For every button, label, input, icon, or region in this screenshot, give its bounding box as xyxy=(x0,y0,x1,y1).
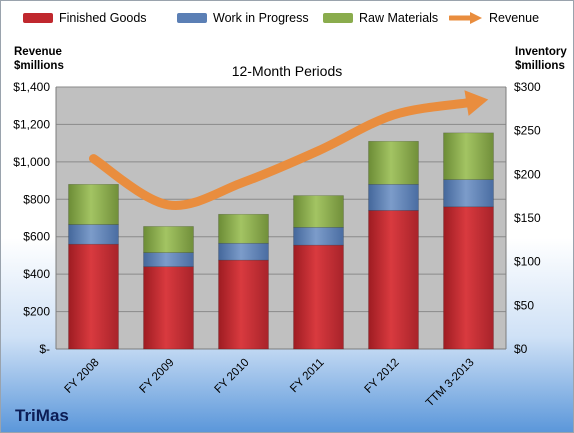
bar-segment-work-in-progress xyxy=(368,184,419,211)
right-axis-label-line1: Inventory xyxy=(515,46,567,58)
right-tick-label: $100 xyxy=(514,255,541,269)
legend-swatch-raw-materials xyxy=(323,13,353,23)
bar-segment-finished-goods xyxy=(293,244,344,350)
bar-segment-raw-materials xyxy=(143,226,194,253)
bar-segment-work-in-progress xyxy=(218,242,269,261)
left-tick-label: $1,400 xyxy=(13,80,50,94)
category-label: FY 2008 xyxy=(63,357,102,396)
bar-segment-finished-goods xyxy=(143,266,194,350)
left-tick-label: $800 xyxy=(23,192,50,206)
bar-segment-raw-materials xyxy=(293,195,344,228)
bar-segment-finished-goods xyxy=(218,259,269,350)
plot-area xyxy=(56,87,506,349)
right-axis-label-line2: $millions xyxy=(515,60,565,72)
legend-item-work-in-progress: Work in Progress xyxy=(177,11,309,25)
bar-segment-work-in-progress xyxy=(293,227,344,246)
chart-title: 12-Month Periods xyxy=(231,63,343,79)
legend-item-finished-goods: Finished Goods xyxy=(23,11,147,25)
revenue-arrowhead xyxy=(464,90,489,116)
category-label: FY 2012 xyxy=(363,357,402,396)
bar-segment-raw-materials xyxy=(368,140,419,185)
legend-label-finished-goods: Finished Goods xyxy=(59,11,147,25)
revenue-line xyxy=(89,98,473,210)
right-tick-label: $200 xyxy=(514,167,541,181)
legend-swatch-work-in-progress xyxy=(177,13,207,23)
left-tick-label: $1,200 xyxy=(13,117,50,131)
legend-item-raw-materials: Raw Materials xyxy=(323,11,438,25)
right-tick-label: $250 xyxy=(514,124,541,138)
bar-segment-raw-materials xyxy=(218,213,269,244)
legend-swatch-finished-goods xyxy=(23,13,53,23)
left-tick-label: $- xyxy=(39,342,50,356)
legend-arrow-revenue xyxy=(449,12,482,24)
bar-segment-finished-goods xyxy=(443,206,494,350)
bar-segment-raw-materials xyxy=(443,132,494,180)
left-axis-label-line2: $millions xyxy=(14,60,64,72)
legend-item-revenue: Revenue xyxy=(449,11,539,25)
left-tick-label: $400 xyxy=(23,267,50,281)
category-label: FY 2009 xyxy=(138,357,177,396)
legend: Finished Goods Work in Progress Raw Mate… xyxy=(1,11,573,33)
company-name: TriMas xyxy=(15,406,69,425)
bar-segment-work-in-progress xyxy=(143,252,194,267)
bar-segment-raw-materials xyxy=(68,184,119,225)
bar-segment-work-in-progress xyxy=(68,224,119,245)
category-label: TTM 3-2013 xyxy=(424,357,477,410)
legend-label-work-in-progress: Work in Progress xyxy=(213,11,309,25)
legend-label-raw-materials: Raw Materials xyxy=(359,11,439,25)
right-tick-label: $300 xyxy=(514,80,541,94)
bar-segment-finished-goods xyxy=(68,243,119,350)
left-tick-label: $1,000 xyxy=(13,155,50,169)
left-axis-label-line1: Revenue xyxy=(14,46,62,58)
category-label: FY 2011 xyxy=(288,357,326,395)
left-tick-label: $600 xyxy=(23,230,50,244)
bar-segment-work-in-progress xyxy=(443,179,494,208)
left-axis-label: Revenue $millions xyxy=(14,45,64,73)
right-tick-label: $150 xyxy=(514,211,541,225)
category-label: FY 2010 xyxy=(213,357,252,396)
right-tick-label: $50 xyxy=(514,298,534,312)
bar-segment-finished-goods xyxy=(368,210,419,350)
legend-label-revenue: Revenue xyxy=(489,11,540,25)
left-tick-label: $200 xyxy=(23,305,50,319)
right-axis-label: Inventory $millions xyxy=(515,45,567,73)
right-tick-label: $0 xyxy=(514,342,528,356)
